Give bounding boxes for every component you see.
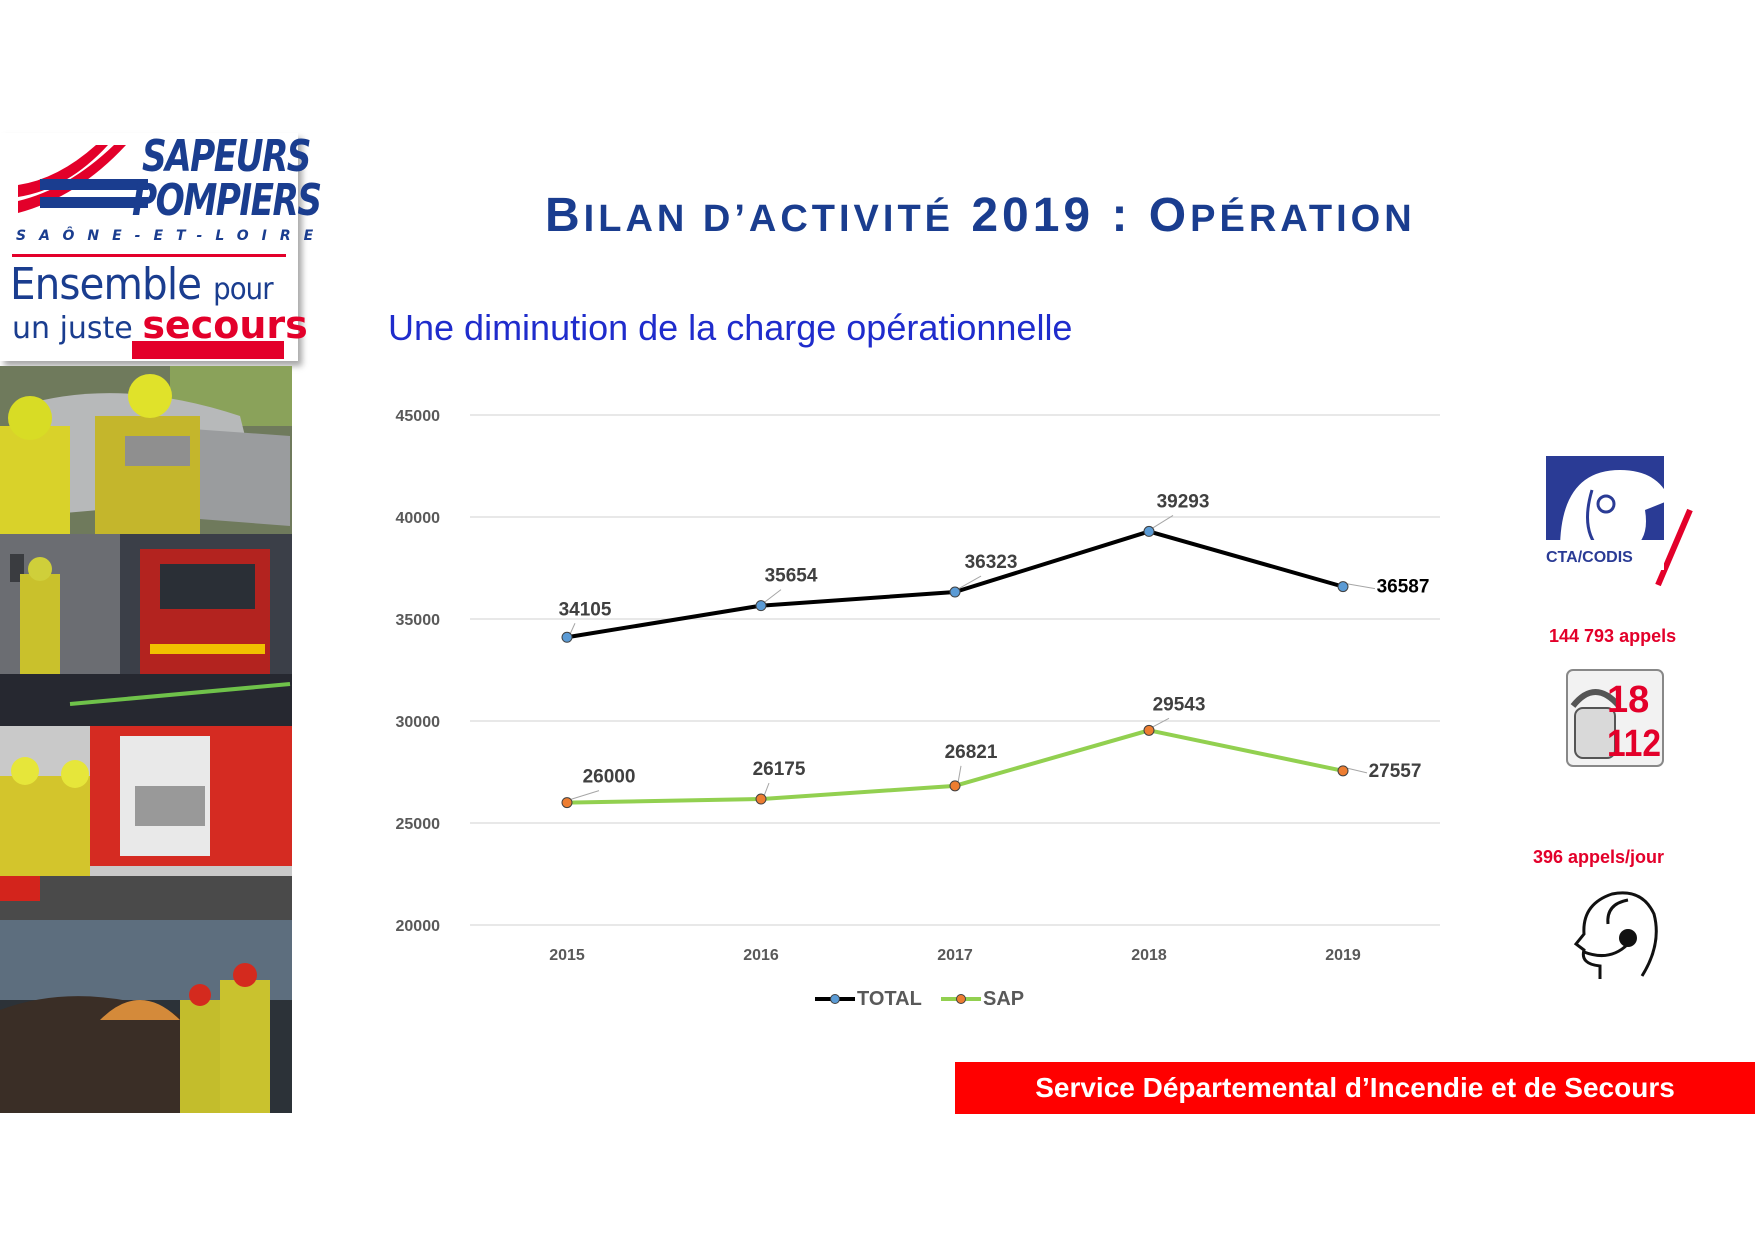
slogan-pour: pour xyxy=(213,272,273,307)
y-tick-label: 30000 xyxy=(396,714,441,731)
data-label-leader xyxy=(569,790,600,801)
title-initial-o: O xyxy=(1148,189,1191,242)
data-point xyxy=(1337,765,1349,777)
data-label: 26821 xyxy=(945,742,998,763)
data-label-leader xyxy=(1151,514,1174,529)
data-point xyxy=(755,793,767,805)
calls-count: 144 793 appels xyxy=(1549,626,1677,646)
page-subtitle: Une diminution de la charge opérationnel… xyxy=(388,307,1073,348)
slogan-ensemble: Ensemble xyxy=(10,259,202,310)
y-tick-label: 25000 xyxy=(396,816,441,833)
data-point xyxy=(561,631,573,643)
photo-ambulance xyxy=(0,726,292,920)
data-point xyxy=(755,600,767,612)
flag-stripes-logo xyxy=(18,145,148,213)
data-label: 29543 xyxy=(1153,694,1206,715)
data-label-leader xyxy=(763,782,770,797)
title-separator: : xyxy=(1111,189,1132,242)
legend-label: SAP xyxy=(983,988,1024,1010)
title-year: 2019 xyxy=(971,189,1095,242)
x-tick-label: 2017 xyxy=(937,947,973,964)
photo-fire-truck xyxy=(0,534,292,726)
phone-number-18: 18 xyxy=(1607,679,1649,721)
logo-red-bar xyxy=(132,341,284,359)
legend-swatch-marker xyxy=(830,994,840,1004)
logo-slogan-line2: un juste secours xyxy=(12,303,308,347)
data-label-leader xyxy=(569,623,576,635)
data-label: 39293 xyxy=(1157,491,1210,512)
logo-title-pompiers: POMPIERS xyxy=(132,175,322,226)
photo-car-rescue xyxy=(0,366,292,534)
chart-x-axis: 2015 2016 2017 2018 2019 xyxy=(549,947,1361,964)
x-tick-label: 2015 xyxy=(549,947,585,964)
data-label-leader xyxy=(1151,717,1170,728)
operator-headset-icon xyxy=(1573,891,1658,979)
data-point xyxy=(1143,724,1155,736)
sdis-logo: SAPEURS POMPIERS SAÔNE-ET-LOIRE Ensemble… xyxy=(0,133,322,361)
x-tick-label: 2016 xyxy=(743,947,779,964)
data-label: 26000 xyxy=(583,767,636,788)
data-label: 34105 xyxy=(559,599,612,620)
data-label-leader xyxy=(957,575,982,590)
data-label: 36323 xyxy=(965,552,1018,573)
data-label: 27557 xyxy=(1369,761,1422,782)
data-point xyxy=(1337,581,1349,593)
data-label-leader xyxy=(1345,767,1368,774)
page-title: BILAN D’ACTIVITÉ 2019 : OPÉRATION xyxy=(545,188,1416,243)
x-tick-label: 2018 xyxy=(1131,947,1167,964)
chart-gridlines xyxy=(470,414,1440,926)
phone-18-112-icon: 18 112 xyxy=(1566,669,1664,767)
photo-wildfire xyxy=(0,920,292,1113)
x-tick-label: 2019 xyxy=(1325,947,1361,964)
logo-slogan-line1: Ensemble pour xyxy=(10,259,274,310)
data-point xyxy=(561,797,573,809)
chart-series: 34105 35654 36323 39293 36587 26000 26175 26821… xyxy=(559,491,1430,809)
data-point xyxy=(949,780,961,792)
data-label: 35654 xyxy=(765,566,818,587)
y-tick-label: 35000 xyxy=(396,612,441,629)
title-rest-bilan: ILAN D’ACTIVITÉ xyxy=(583,198,954,240)
cta-codis-label: CTA/CODIS xyxy=(1546,549,1633,566)
chart-legend: TOTAL SAP xyxy=(815,988,1024,1010)
legend-swatch-marker xyxy=(956,994,966,1004)
data-point xyxy=(949,586,961,598)
slogan-un-juste: un juste xyxy=(12,311,133,346)
chart-y-axis: 45000 40000 35000 30000 25000 20000 xyxy=(396,408,441,935)
phone-number-112: 112 xyxy=(1607,723,1661,765)
logo-title-sapeurs: SAPEURS xyxy=(142,131,312,182)
y-tick-label: 45000 xyxy=(396,408,441,425)
data-label-leader xyxy=(957,765,962,783)
logo-department: SAÔNE-ET-LOIRE xyxy=(16,228,327,244)
data-label: 26175 xyxy=(753,759,806,780)
y-tick-label: 40000 xyxy=(396,510,441,527)
footer-banner: Service Départemental d’Incendie et de S… xyxy=(955,1062,1755,1114)
slogan-secours: secours xyxy=(142,303,308,347)
y-tick-label: 20000 xyxy=(396,918,441,935)
title-initial-b: B xyxy=(545,189,584,242)
data-label-leader xyxy=(1345,583,1376,590)
data-point xyxy=(1143,525,1155,537)
calls-per-day: 396 appels/jour xyxy=(1533,847,1665,867)
legend-label: TOTAL xyxy=(857,988,922,1010)
series-line-total xyxy=(566,529,1344,640)
title-rest-operation: PÉRATION xyxy=(1190,198,1416,240)
logo-divider xyxy=(12,254,286,257)
data-label-leader xyxy=(763,589,782,604)
data-label: 36587 xyxy=(1377,577,1430,598)
cta-codis-logo: CTA/CODIS xyxy=(1540,456,1693,587)
